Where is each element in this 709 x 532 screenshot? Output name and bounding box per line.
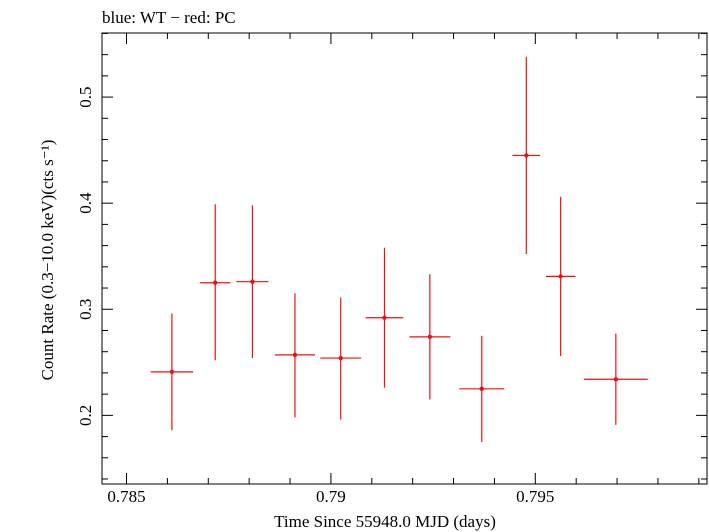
data-point [409, 274, 451, 400]
chart-title: blue: WT − red: PC [102, 8, 236, 27]
data-marker [558, 274, 563, 279]
data-point [583, 333, 648, 425]
data-marker [292, 352, 298, 358]
data-point [545, 196, 576, 356]
data-marker [427, 334, 433, 340]
data-marker [169, 369, 175, 375]
y-tick-label: 0.2 [76, 405, 95, 426]
plot-frame [101, 32, 708, 485]
data-marker [479, 386, 484, 392]
x-tick-label: 0.785 [107, 487, 145, 506]
data-marker [382, 315, 387, 320]
data-marker [338, 355, 343, 361]
y-tick-label: 0.3 [76, 299, 95, 320]
data-point [512, 56, 541, 255]
x-axis-label: Time Since 55948.0 MJD (days) [274, 512, 496, 531]
data-point [459, 335, 505, 442]
x-tick-label: 0.79 [316, 487, 346, 506]
data-marker [613, 377, 619, 382]
axis-ticks [102, 32, 707, 484]
y-axis-label: Count Rate (0.3−10.0 keV)(cts s⁻¹) [38, 140, 57, 381]
data-point [150, 313, 194, 431]
data-point [365, 247, 404, 388]
y-tick-label: 0.5 [76, 86, 95, 107]
data-point [274, 293, 315, 418]
data-point [236, 205, 269, 359]
y-tick-label: 0.4 [76, 192, 95, 214]
x-tick-label: 0.795 [516, 487, 554, 506]
data-point [320, 297, 362, 420]
data-points [150, 56, 648, 442]
axis-tick-labels: 0.785 0.79 0.795 0.2 0.3 0.4 0.5 [76, 86, 554, 506]
data-marker [250, 279, 255, 284]
data-marker [524, 153, 529, 158]
data-point [200, 204, 231, 361]
data-marker [213, 280, 218, 285]
